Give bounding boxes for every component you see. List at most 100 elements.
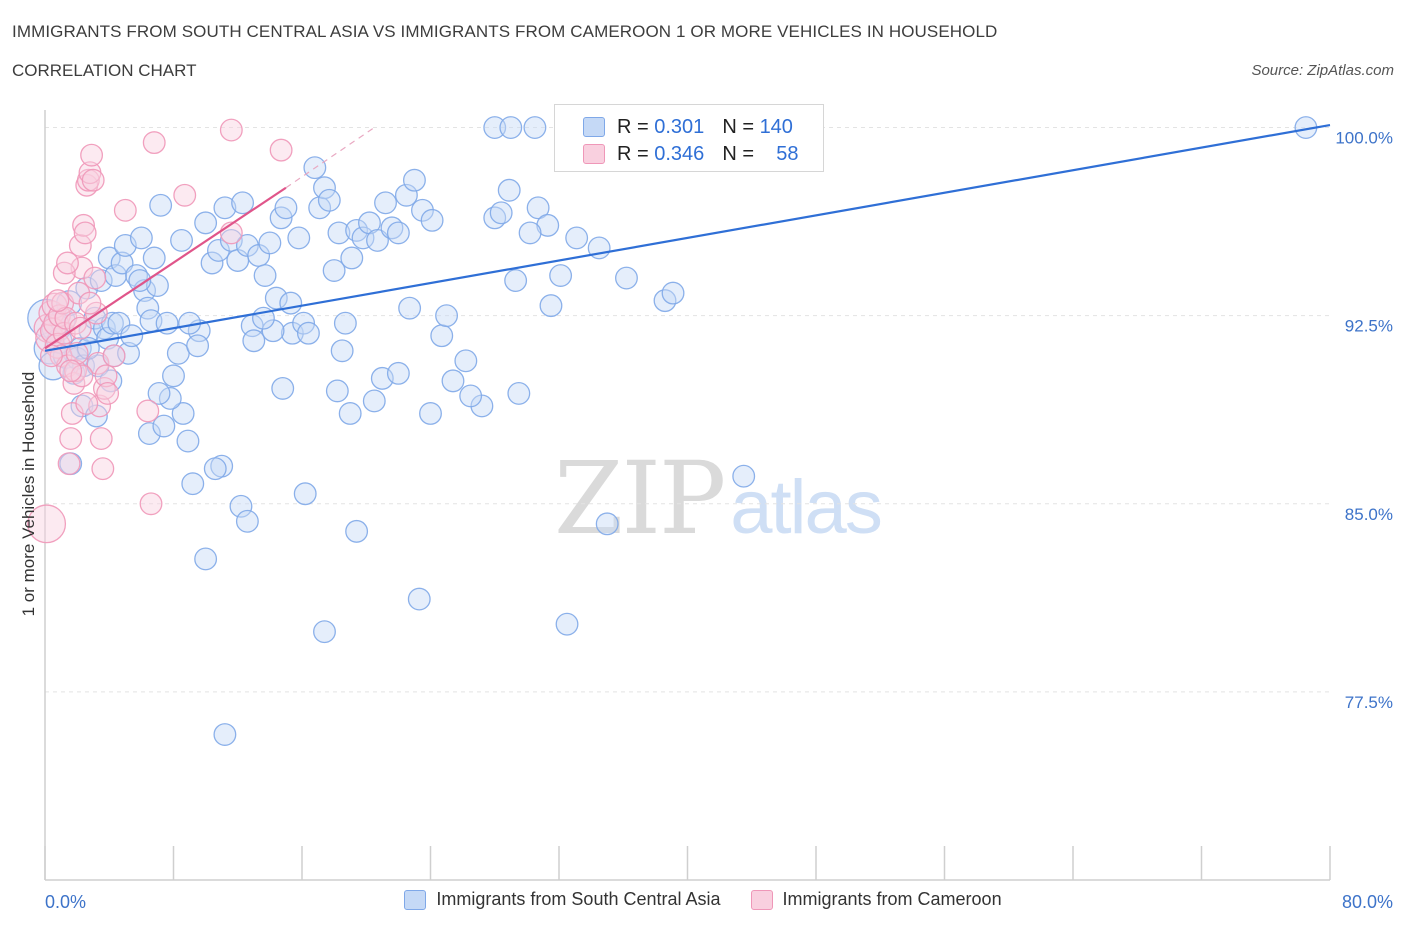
point-south-central-asia-125 [147,381,171,405]
point-south-central-asia-133 [595,512,619,536]
point-cameroon-53 [78,291,102,315]
point-cameroon-35 [91,457,115,481]
y-tick-label-1: 92.5% [1345,317,1393,336]
point-south-central-asia-81 [411,198,434,222]
point-south-central-asia-130 [555,612,579,636]
point-south-central-asia-37 [149,193,173,217]
point-south-central-asia-122 [507,381,531,405]
point-south-central-asia-123 [203,457,227,481]
point-south-central-asia-98 [661,281,685,305]
point-south-central-asia-36 [145,274,169,298]
legend-swatch-pink [750,889,773,910]
y-tick-label-3: 77.5% [1345,693,1393,712]
point-south-central-asia-114 [271,376,295,400]
point-cameroon-14 [57,452,81,476]
point-south-central-asia-66 [313,176,336,200]
point-south-central-asia-117 [338,402,362,425]
point-cameroon-37 [94,364,118,388]
point-south-central-asia-40 [166,341,190,365]
point-south-central-asia-94 [565,226,589,250]
point-south-central-asia-67 [317,188,341,212]
point-south-central-asia-75 [366,228,389,252]
point-south-central-asia-72 [345,218,369,242]
point-south-central-asia-124 [137,422,161,446]
point-cameroon-57 [68,316,92,340]
point-cameroon-30 [83,266,107,290]
point-south-central-asia-73 [351,226,375,250]
point-south-central-asia-147 [152,414,176,438]
n-value-cameroon: 58 [776,142,799,165]
point-south-central-asia-43 [181,472,205,496]
y-axis-label: 1 or more Vehicles in Household [19,371,38,617]
point-south-central-asia-127 [313,620,336,644]
x-tick-label-0: 0.0% [45,892,86,912]
point-cameroon-47 [142,131,166,155]
point-south-central-asia-143 [435,304,459,328]
point-south-central-asia-112 [229,494,253,518]
point-south-central-asia-120 [419,402,442,425]
point-south-central-asia-80 [402,168,426,192]
r-value-cameroon: 0.346 [654,142,705,165]
r-label: R = [617,115,649,138]
point-south-central-asia-51 [231,191,255,215]
point-south-central-asia-42 [176,429,200,453]
watermark-zip: ZIP [554,440,726,557]
point-south-central-asia-126 [235,509,259,533]
point-south-central-asia-131 [194,547,218,571]
point-south-central-asia-142 [539,294,563,318]
legend-entry-cameroon[interactable]: Immigrants from Cameroon [750,889,1002,910]
point-cameroon-49 [102,344,126,368]
point-south-central-asia-100 [499,116,523,140]
point-cameroon-51 [96,381,120,405]
point-cameroon-39 [56,251,79,275]
point-cameroon-24 [73,221,97,245]
points-layer [27,116,1318,746]
trend-layer [44,123,1331,352]
point-cameroon-40 [113,198,137,222]
stats-swatch-pink [583,144,605,164]
point-south-central-asia-99 [483,116,507,140]
stats-swatch-blue [583,117,605,137]
point-south-central-asia-115 [293,482,317,506]
point-south-central-asia-91 [526,196,550,220]
point-cameroon-55 [59,359,83,383]
point-cameroon-45 [219,118,243,142]
chart-subtitle: CORRELATION CHART [12,61,197,80]
point-cameroon-29 [81,168,105,192]
point-south-central-asia-134 [732,464,756,488]
point-south-central-asia-129 [407,587,431,611]
point-south-central-asia-57 [264,286,288,310]
point-cameroon-19 [65,341,89,365]
point-cameroon-15 [59,427,83,451]
point-south-central-asia-89 [497,178,521,202]
x-tick-label-1: 80.0% [1342,892,1393,912]
stats-box: R = 0.301 N = 140 R = 0.346 N = 58 [554,104,824,172]
point-south-central-asia-71 [340,246,364,270]
axis-layer [44,110,1331,881]
point-south-central-asia-135 [362,389,386,413]
point-south-central-asia-26 [110,251,134,275]
point-south-central-asia-82 [420,208,444,232]
point-south-central-asia-138 [398,296,422,320]
point-south-central-asia-144 [325,379,349,403]
point-south-central-asia-83 [430,324,454,348]
point-cameroon-0 [27,504,67,544]
point-cameroon-26 [76,168,100,192]
point-cameroon-23 [72,213,96,237]
point-south-central-asia-141 [170,228,193,252]
trendline-south-central-asia [44,123,1331,352]
point-south-central-asia-116 [330,339,354,363]
point-cameroon-46 [269,138,293,162]
legend-entry-south-central-asia[interactable]: Immigrants from South Central Asia [404,889,721,910]
tick-label-layer: 100.0% 92.5% 85.0% 77.5% 0.0% 80.0% [45,129,1393,912]
chart-title: IMMIGRANTS FROM SOUTH CENTRAL ASIA VS IM… [12,22,998,41]
point-south-central-asia-28 [117,341,140,365]
point-cameroon-34 [89,427,113,451]
point-cameroon-43 [173,183,197,207]
point-south-central-asia-55 [253,264,277,287]
point-south-central-asia-46 [200,251,224,275]
r-label: R = [617,142,649,165]
point-south-central-asia-110 [186,334,210,358]
point-south-central-asia-76 [374,191,397,215]
r-value-south-central-asia: 0.301 [654,115,705,138]
